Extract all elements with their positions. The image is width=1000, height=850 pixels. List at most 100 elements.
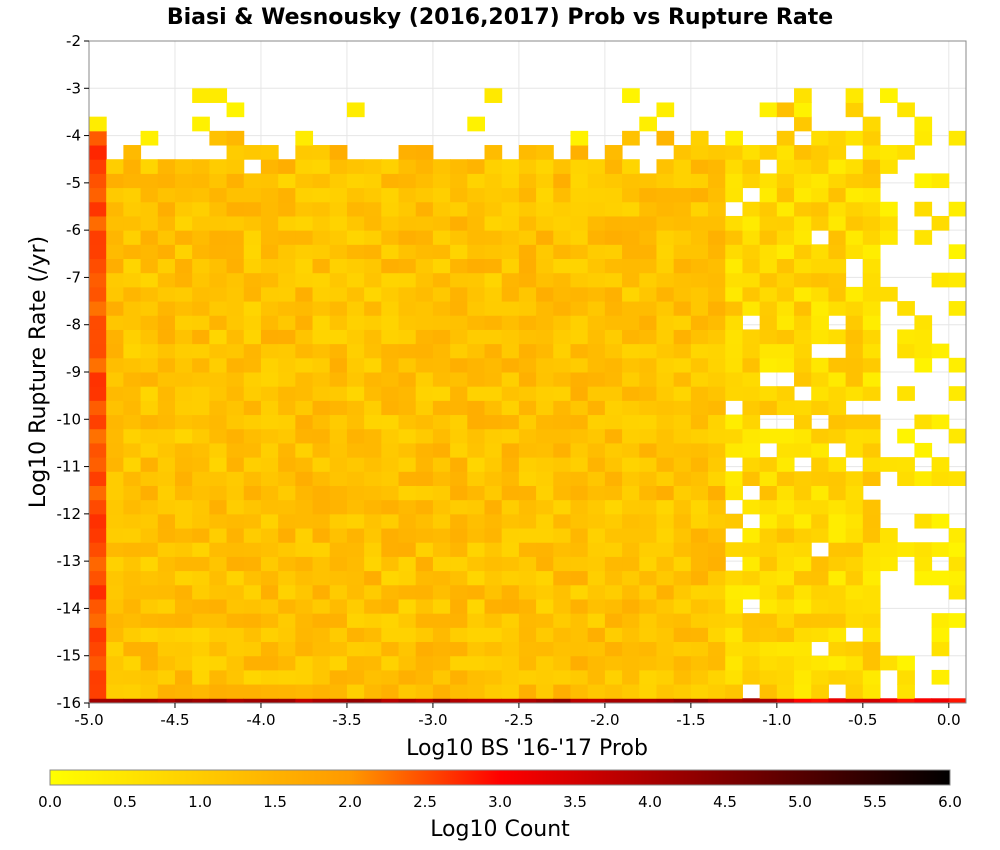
heatmap-cell [880,542,898,557]
heatmap-cell [948,570,967,586]
heatmap-cell [467,570,486,586]
heatmap-cell [673,244,692,260]
heatmap-cell [948,613,967,628]
heatmap-cell [157,513,176,529]
heatmap-cell [174,286,193,302]
heatmap-cell [140,215,159,231]
heatmap-cell [742,556,761,572]
heatmap-cell [604,542,623,557]
heatmap-cell [312,613,331,628]
heatmap-cell [536,315,554,330]
heatmap-cell [398,570,417,586]
heatmap-cell [467,201,486,217]
heatmap-cell [639,215,657,231]
heatmap-cell [123,343,142,359]
heatmap-cell [364,528,382,543]
heatmap-cell [140,286,159,302]
heatmap-cell [174,159,193,174]
heatmap-cell [295,584,314,600]
heatmap-cell [484,499,503,515]
heatmap-cell [708,598,726,614]
heatmap-cell [415,301,434,316]
heatmap-cell [759,428,778,444]
heatmap-cell [570,286,589,302]
heatmap-cell [622,400,640,416]
heatmap-cell [518,684,537,699]
heatmap-cell [312,584,331,600]
heatmap-cell [501,201,520,217]
heatmap-cell [862,343,881,359]
heatmap-cell [622,173,640,189]
heatmap-cell [931,542,950,557]
heatmap-cell [862,386,881,401]
heatmap-cell [484,201,503,217]
heatmap-cell [209,130,228,146]
heatmap-cell [450,230,468,245]
heatmap-cell [828,669,847,685]
heatmap-cell [656,159,675,174]
heatmap-cell [622,570,640,586]
heatmap-cell [880,145,898,160]
heatmap-cell [467,286,486,302]
heatmap-cell [243,187,262,203]
heatmap-cell [742,542,761,557]
colorbar-tick-label: 2.5 [413,793,437,811]
heatmap-cell [656,414,675,430]
heatmap-cell [518,301,537,316]
heatmap-cell [243,343,262,359]
heatmap-cell [123,485,142,501]
heatmap-cell [415,627,434,643]
heatmap-cell [243,372,262,387]
heatmap-cell [948,528,967,543]
heatmap-cell [673,145,692,160]
heatmap-cell [708,215,726,231]
heatmap-cell [450,499,468,515]
heatmap-cell [260,414,279,430]
heatmap-cell [226,457,245,472]
heatmap-cell [346,272,365,288]
heatmap-cell [432,528,451,543]
heatmap-cell [570,669,589,685]
heatmap-cell [364,499,382,515]
colorbar-tick-label: 4.5 [713,793,737,811]
heatmap-cell [708,372,726,387]
heatmap-cell [346,457,365,472]
heatmap-cell [742,329,761,345]
heatmap-cell [123,187,142,203]
heatmap-cell [295,272,314,288]
heatmap-cell [260,471,279,486]
heatmap-cell [106,556,124,572]
heatmap-cell [673,556,692,572]
heatmap-cell [656,400,675,416]
heatmap-cell [759,230,778,245]
heatmap-cell [536,684,554,699]
heatmap-cell [226,655,245,671]
heatmap-cell [518,442,537,458]
heatmap-cell [656,372,675,387]
heatmap-cell [432,400,451,416]
heatmap-cell [639,528,657,543]
heatmap-cell [467,386,486,401]
heatmap-cell [811,669,829,685]
heatmap-cell [742,230,761,245]
heatmap-cell [346,187,365,203]
heatmap-cell [346,400,365,416]
heatmap-cell [862,116,881,132]
heatmap-cell [759,584,778,600]
heatmap-cell [604,258,623,274]
heatmap-cell [295,400,314,416]
heatmap-cell [484,173,503,189]
heatmap-cell [450,570,468,586]
heatmap-cell [553,613,571,628]
heatmap-cell [329,698,348,704]
heatmap-cell [708,187,726,203]
heatmap-cell [880,230,898,245]
heatmap-cell [604,329,623,345]
heatmap-cell [243,301,262,316]
heatmap-cell [192,669,210,685]
heatmap-cell [278,584,296,600]
heatmap-cell [106,684,124,699]
heatmap-cell [518,641,537,657]
heatmap-cell [243,357,262,373]
heatmap-cell [243,513,262,529]
